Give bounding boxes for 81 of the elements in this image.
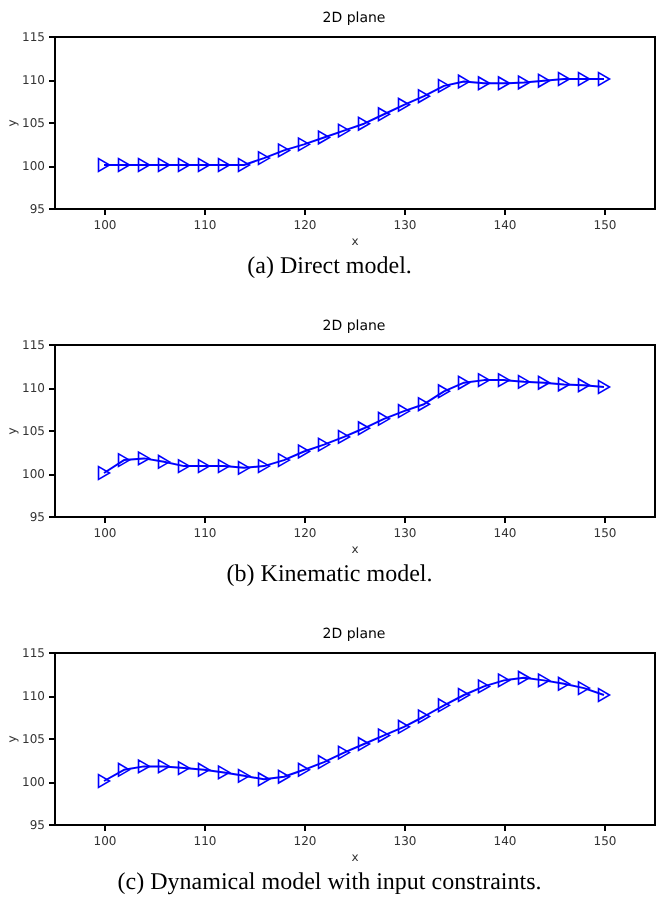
point [317,130,331,145]
point [377,107,391,122]
point [177,157,191,173]
point [597,71,611,87]
point [157,759,171,774]
point [497,373,511,388]
point [157,157,171,173]
point [197,459,211,474]
text: (a) Direct model. [247,251,412,279]
point [437,698,451,713]
point [457,687,471,703]
point [597,379,611,395]
point [457,375,471,390]
point [257,459,271,474]
point [397,719,411,734]
point [297,444,311,459]
point [417,709,431,724]
point [497,76,511,91]
point [577,71,591,87]
point [137,157,151,173]
point [357,421,371,436]
point [197,157,211,173]
point [357,736,371,752]
point [97,465,111,481]
point [557,71,571,87]
point [497,673,511,688]
point [397,403,411,419]
point [157,454,171,469]
point [357,116,371,131]
point [277,143,291,158]
text: (c) Dynamical model with input constraints. [117,867,542,895]
point [597,687,611,703]
point [437,78,451,93]
point [277,452,291,468]
point [477,373,491,388]
point [97,157,111,173]
point [477,76,491,91]
point [137,759,151,774]
point [257,151,271,166]
point [97,773,111,789]
point [377,411,391,426]
text: (b) Kinematic model. [226,559,433,587]
point [237,460,251,475]
point [337,745,351,760]
point [557,676,571,691]
point [117,157,131,173]
point [517,670,531,685]
point [337,429,351,444]
point [317,754,331,770]
point [517,75,531,90]
point [217,765,231,780]
point [257,772,271,787]
point [537,73,551,88]
point [537,375,551,390]
point [377,728,391,743]
point [577,681,591,696]
point [437,384,451,399]
point [417,397,431,412]
point [177,760,191,776]
point [197,762,211,777]
point [277,769,291,784]
point [137,451,151,466]
point [217,459,231,474]
point [457,74,471,89]
point [517,374,531,389]
point [477,679,491,694]
point [537,673,551,688]
point [397,97,411,112]
point [237,768,251,783]
point [117,452,131,468]
point [297,137,311,152]
point [557,377,571,392]
point [237,157,251,173]
point [317,437,331,452]
point [297,762,311,777]
point [337,123,351,138]
point [177,459,191,474]
point [117,762,131,777]
point [577,378,591,393]
point [217,157,231,173]
point [417,89,431,104]
